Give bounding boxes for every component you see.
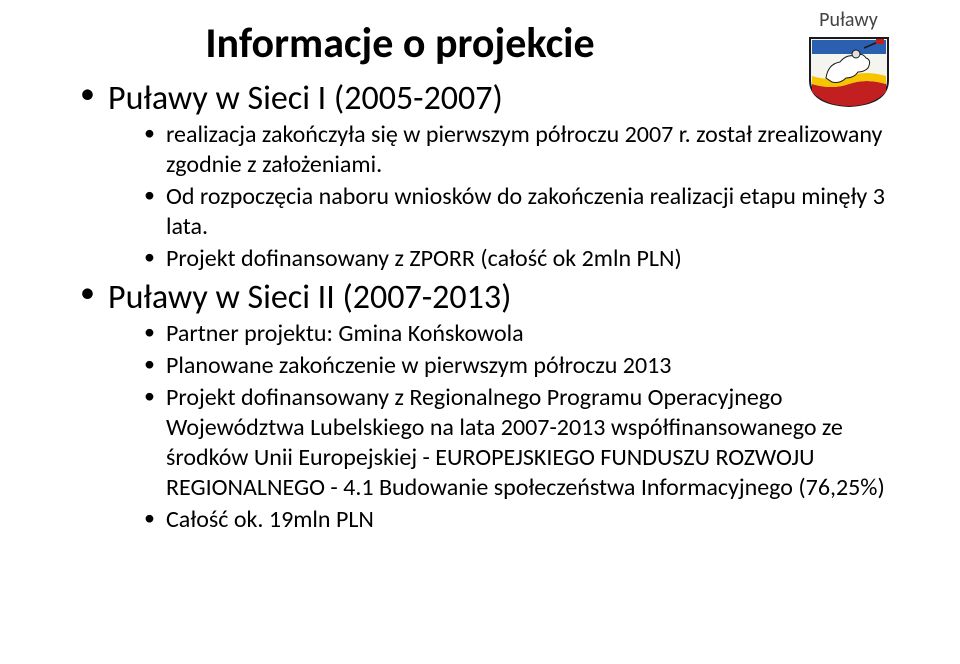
project-1-sub: realizacja zakończyła się w pierwszym pó… — [144, 120, 900, 274]
project-2-heading: Puławy w Sieci II (2007-2013) Partner pr… — [80, 278, 900, 535]
slide: Puławy Informacje o projekcie Puławy w S… — [0, 0, 960, 664]
project-1-heading: Puławy w Sieci I (2005-2007) realizacja … — [80, 79, 900, 274]
list-item: Partner projektu: Gmina Końskowola — [144, 319, 900, 349]
list-item: Od rozpoczęcia naboru wniosków do zakońc… — [144, 182, 900, 242]
list-item: Całość ok. 19mln PLN — [144, 505, 900, 535]
list-item: realizacja zakończyła się w pierwszym pó… — [144, 120, 900, 180]
bullet-list: Puławy w Sieci I (2005-2007) realizacja … — [80, 79, 900, 535]
logo-text: Puławy — [771, 8, 926, 32]
list-item: Planowane zakończenie w pierwszym półroc… — [144, 351, 900, 381]
heading-text: Puławy w Sieci I (2005-2007) — [108, 78, 503, 119]
project-2-sub: Partner projektu: Gmina Końskowola Plano… — [144, 319, 900, 535]
heading-text: Puławy w Sieci II (2007-2013) — [108, 277, 511, 318]
list-item: Projekt dofinansowany z ZPORR (całość ok… — [144, 244, 900, 274]
list-item: Projekt dofinansowany z Regionalnego Pro… — [144, 383, 900, 503]
